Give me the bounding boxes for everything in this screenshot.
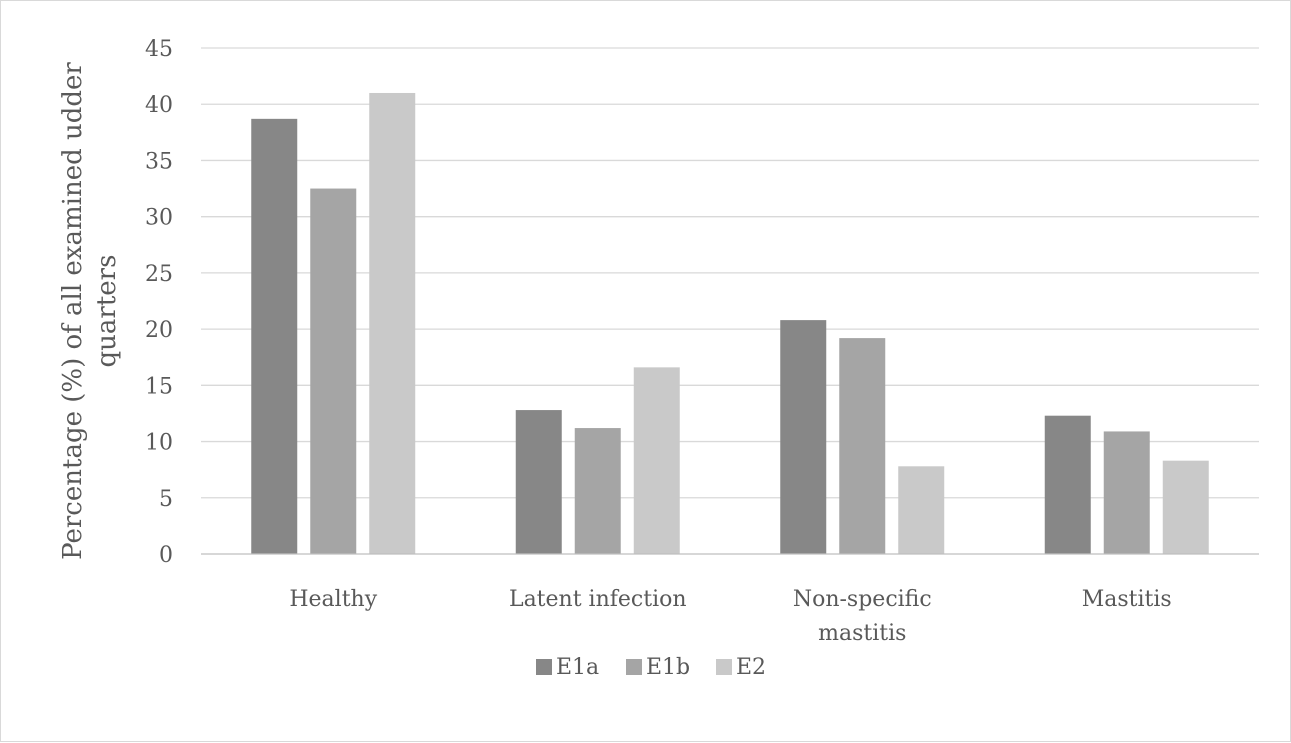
x-tick-label: Mastitis	[1082, 587, 1172, 612]
legend-label-e1b: E1b	[646, 655, 690, 680]
bar-e1a-2	[780, 320, 827, 554]
y-tick-label: 45	[145, 37, 173, 62]
y-tick-label: 0	[159, 543, 173, 568]
y-axis-title: Percentage (%) of all examined udder quar…	[58, 62, 122, 560]
legend-swatch-e1a	[536, 659, 552, 675]
y-tick-label: 40	[145, 93, 173, 118]
x-tick-label: Healthy	[289, 587, 377, 612]
y-tick-label: 25	[145, 262, 173, 287]
legend-swatch-e1b	[626, 659, 642, 675]
gridlines	[201, 47, 1259, 499]
bar-e2-1	[633, 367, 680, 554]
bar-e2-3	[1162, 460, 1209, 554]
bar-e1a-1	[515, 410, 562, 554]
axes: 0 5 10 15 20 25 30 35 40 45 Healthy Latent infectio…	[145, 37, 1259, 646]
y-tick-label: 15	[145, 374, 173, 399]
y-tick-label: 35	[145, 149, 173, 174]
x-tick-label: Non-specific mastitis	[793, 587, 932, 646]
y-tick-label: 10	[145, 431, 173, 456]
y-tick-label: 5	[159, 487, 173, 512]
y-tick-label: 30	[145, 206, 173, 231]
bars	[251, 92, 1209, 555]
x-tick-label: Latent infection	[509, 587, 687, 612]
y-tick-label: 20	[145, 318, 173, 343]
legend-label-e2: E2	[736, 655, 766, 680]
bar-e1b-0	[310, 188, 357, 555]
legend-label-e1a: E1a	[556, 655, 599, 680]
bar-e1a-0	[251, 118, 298, 554]
legend-swatch-e2	[716, 659, 732, 675]
bar-e2-0	[369, 92, 416, 554]
bar-e1b-3	[1103, 431, 1150, 554]
bar-e1b-2	[839, 338, 886, 554]
legend: E1a E1b E2	[536, 655, 766, 680]
bar-e1a-3	[1044, 415, 1091, 554]
bar-e2-2	[898, 466, 945, 554]
bar-e1b-1	[574, 428, 621, 554]
